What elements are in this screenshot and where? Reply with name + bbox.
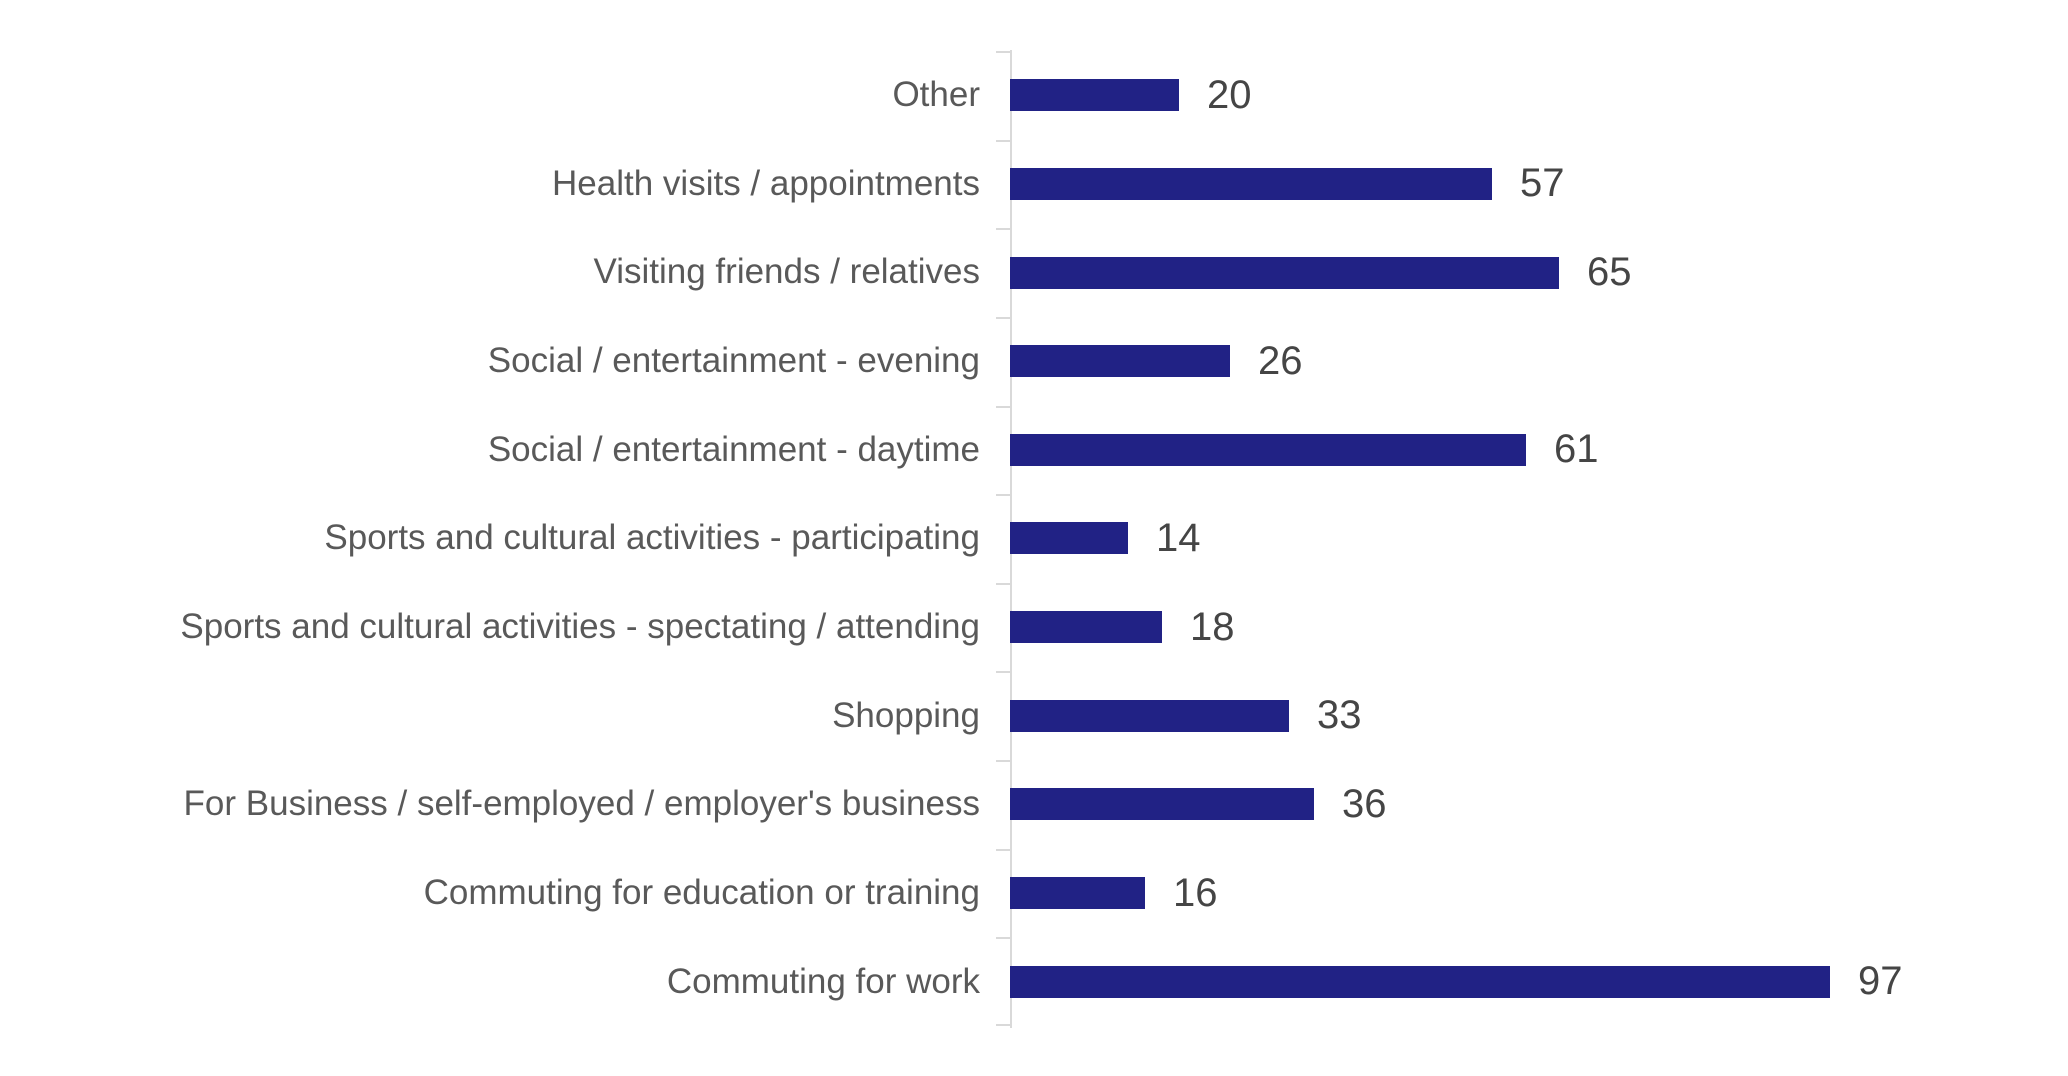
chart-row: Other 20 xyxy=(0,51,2068,140)
chart-row: Commuting for work 97 xyxy=(0,937,2068,1026)
category-label: Shopping xyxy=(832,695,980,735)
bar-area: 57 xyxy=(1010,140,2068,229)
chart-row: Social / entertainment - evening 26 xyxy=(0,317,2068,406)
chart-row: Commuting for education or training 16 xyxy=(0,849,2068,938)
axis-tick xyxy=(996,140,1010,142)
bar xyxy=(1010,965,1830,998)
bar xyxy=(1010,611,1162,644)
category-label: For Business / self-employed / employer'… xyxy=(183,784,980,824)
bar-area: 36 xyxy=(1010,760,2068,849)
bar xyxy=(1010,167,1492,200)
value-label: 97 xyxy=(1858,959,1903,1004)
chart-row: For Business / self-employed / employer'… xyxy=(0,760,2068,849)
category-label: Sports and cultural activities - partici… xyxy=(324,518,980,558)
bar-area: 14 xyxy=(1010,494,2068,583)
category-label: Commuting for education or training xyxy=(423,872,980,912)
axis-tick xyxy=(996,937,1010,939)
bar xyxy=(1010,877,1145,910)
axis-tick xyxy=(996,849,1010,851)
chart-row: Sports and cultural activities - partici… xyxy=(0,494,2068,583)
chart-row: Visiting friends / relatives 65 xyxy=(0,228,2068,317)
category-label: Social / entertainment - daytime xyxy=(487,429,980,469)
bar xyxy=(1010,699,1289,732)
bar xyxy=(1010,433,1526,466)
value-label: 61 xyxy=(1554,427,1599,472)
axis-tick xyxy=(996,406,1010,408)
value-label: 65 xyxy=(1587,250,1632,295)
bar-area: 26 xyxy=(1010,317,2068,406)
axis-tick xyxy=(996,671,1010,673)
value-label: 20 xyxy=(1207,72,1252,117)
category-label: Health visits / appointments xyxy=(552,163,980,203)
bar xyxy=(1010,256,1559,289)
axis-tick xyxy=(996,51,1010,53)
bar xyxy=(1010,345,1230,378)
axis-tick xyxy=(996,583,1010,585)
bar-area: 33 xyxy=(1010,671,2068,760)
axis-tick xyxy=(996,317,1010,319)
category-label: Visiting friends / relatives xyxy=(593,252,980,292)
axis-tick xyxy=(996,1024,1010,1026)
value-label: 26 xyxy=(1258,338,1303,383)
value-label: 33 xyxy=(1317,693,1362,738)
bar xyxy=(1010,788,1314,821)
bar-area: 20 xyxy=(1010,51,2068,140)
bar-area: 65 xyxy=(1010,228,2068,317)
bar xyxy=(1010,79,1179,112)
category-label: Commuting for work xyxy=(666,961,980,1001)
bar-area: 61 xyxy=(1010,406,2068,495)
value-label: 57 xyxy=(1520,161,1565,206)
value-label: 14 xyxy=(1156,515,1201,560)
category-label: Sports and cultural activities - spectat… xyxy=(180,607,980,646)
axis-tick xyxy=(996,760,1010,762)
chart-row: Social / entertainment - daytime 61 xyxy=(0,406,2068,495)
value-label: 36 xyxy=(1342,781,1387,826)
chart-row: Shopping 33 xyxy=(0,671,2068,760)
category-label: Social / entertainment - evening xyxy=(487,341,980,381)
chart-row: Health visits / appointments 57 xyxy=(0,140,2068,229)
bar xyxy=(1010,522,1128,555)
value-label: 16 xyxy=(1173,870,1218,915)
category-label: Other xyxy=(892,75,980,115)
axis-ticks xyxy=(996,51,1010,1026)
rows: Other 20 Health visits / appointments 57… xyxy=(0,51,2068,1026)
bar-area: 16 xyxy=(1010,849,2068,938)
axis-tick xyxy=(996,494,1010,496)
chart-row: Sports and cultural activities - spectat… xyxy=(0,583,2068,672)
bar-area: 18 xyxy=(1010,583,2068,672)
value-label: 18 xyxy=(1190,604,1235,649)
bar-area: 97 xyxy=(1010,937,2068,1026)
axis-tick xyxy=(996,228,1010,230)
